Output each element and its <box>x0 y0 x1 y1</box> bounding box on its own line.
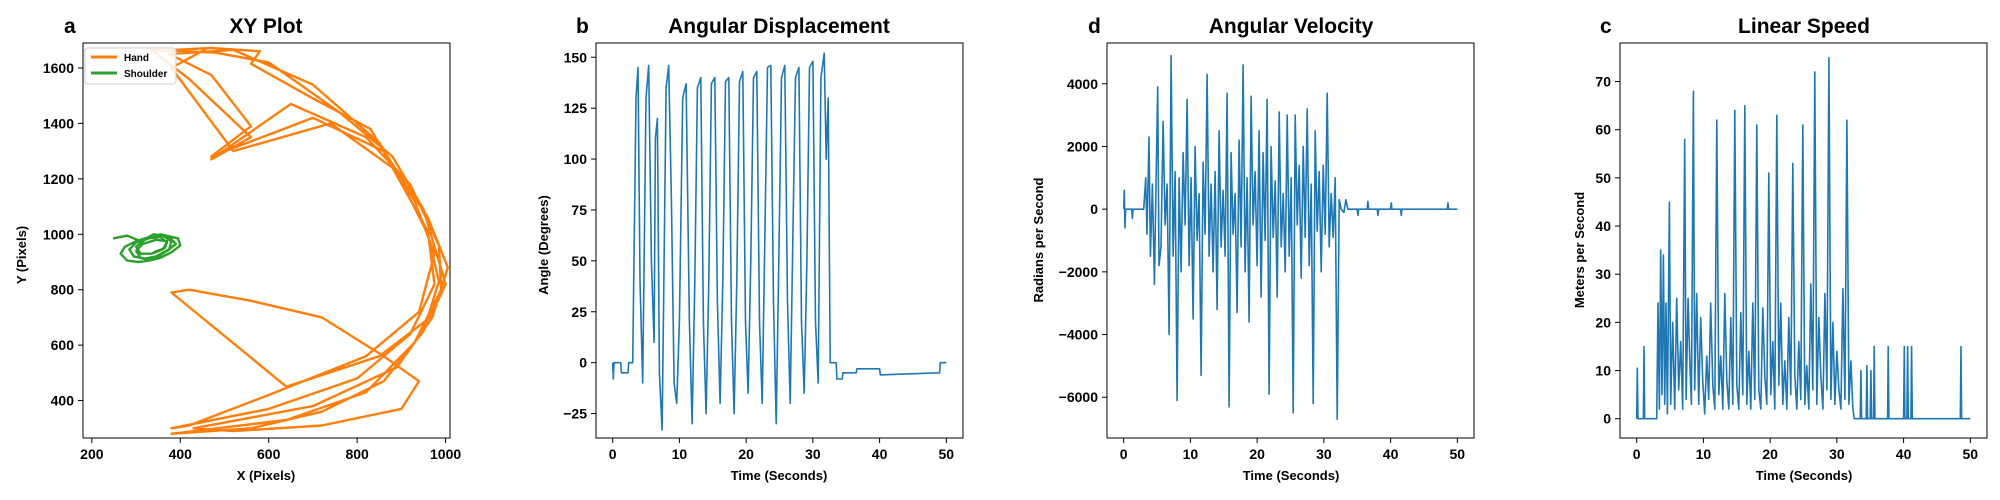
angular-velocity-series-line <box>1122 54 1458 420</box>
y-tick-label: −4000 <box>1059 327 1099 343</box>
y-tick-label: 10 <box>1595 363 1611 379</box>
x-tick-label: 20 <box>738 446 754 462</box>
x-tick-label: 50 <box>1963 446 1979 462</box>
y-tick-label: −2000 <box>1059 264 1099 280</box>
xy-plot-ylabel: Y (Pixels) <box>14 226 29 284</box>
panel-label-c: c <box>1600 15 1612 38</box>
vel-plot-area: 0 10 20 30 40 50 −6000 −4000 −2000 0 2000 4000 <box>1059 42 1475 462</box>
y-tick-label: 1200 <box>43 171 74 187</box>
angular-velocity-panel: d Angular Velocity Time (Seconds) Radian… <box>1031 15 1475 483</box>
y-tick-label: 1400 <box>43 115 74 131</box>
y-tick-label: 800 <box>51 282 75 298</box>
y-tick-label: 30 <box>1595 266 1611 282</box>
y-tick-label: 50 <box>1595 170 1611 186</box>
y-tick-label: 20 <box>1595 314 1611 330</box>
y-tick-label: 600 <box>51 337 75 353</box>
y-tick-label: 1000 <box>43 226 74 242</box>
xy-axes-frame <box>82 42 451 439</box>
panel-label-d: d <box>1088 15 1101 38</box>
x-tick-label: 50 <box>939 446 955 462</box>
xy-plot-area: 200 400 600 800 1000 400 600 800 1000 1200 1400 160… <box>43 42 461 462</box>
angular-velocity-xlabel: Time (Seconds) <box>1243 468 1340 483</box>
x-tick-label: 0 <box>609 446 617 462</box>
disp-series-group <box>611 52 947 431</box>
y-tick-label: 150 <box>564 49 588 65</box>
x-tick-label: 30 <box>1829 446 1845 462</box>
panel-label-b: b <box>576 15 589 38</box>
y-tick-label: 75 <box>571 202 587 218</box>
speed-plot-area: 0 10 20 30 40 50 0 10 20 30 40 50 60 70 <box>1595 42 1988 462</box>
x-tick-label: 20 <box>1762 446 1778 462</box>
angular-displacement-panel: b Angular Displacement Time (Seconds) An… <box>536 15 964 483</box>
x-tick-label: 400 <box>169 446 193 462</box>
disp-plot-area: 0 10 20 30 40 50 −25 0 25 50 75 100 125 150 <box>563 42 964 462</box>
y-tick-label: 25 <box>571 304 587 320</box>
speed-axes-frame <box>1619 42 1988 439</box>
linear-speed-panel: c Linear Speed Time (Seconds) Meters per… <box>1572 15 1988 483</box>
x-tick-label: 10 <box>1696 446 1712 462</box>
y-tick-label: 4000 <box>1067 76 1098 92</box>
y-tick-label: 1600 <box>43 60 74 76</box>
linear-speed-series-line <box>1635 56 1971 420</box>
x-tick-label: 600 <box>257 446 281 462</box>
y-tick-label: 0 <box>1090 201 1098 217</box>
x-tick-label: 0 <box>1120 446 1128 462</box>
xy-plot-legend: Hand Shoulder <box>84 47 177 85</box>
x-tick-label: 30 <box>805 446 821 462</box>
y-tick-label: −6000 <box>1059 389 1099 405</box>
y-tick-label: 125 <box>564 100 588 116</box>
vel-axes-frame <box>1106 42 1475 439</box>
x-tick-label: 0 <box>1633 446 1641 462</box>
disp-axes-frame <box>595 42 964 439</box>
x-tick-label: 1000 <box>430 446 461 462</box>
legend-shoulder-label: Shoulder <box>124 69 167 80</box>
y-tick-label: −25 <box>563 406 587 422</box>
x-tick-label: 800 <box>345 446 369 462</box>
x-tick-label: 50 <box>1450 446 1466 462</box>
speed-series-group <box>1635 56 1971 420</box>
x-tick-label: 40 <box>872 446 888 462</box>
y-tick-label: 400 <box>51 393 75 409</box>
y-tick-label: 70 <box>1595 74 1611 90</box>
y-tick-label: 60 <box>1595 122 1611 138</box>
angular-velocity-title: Angular Velocity <box>1209 15 1374 38</box>
y-tick-label: 2000 <box>1067 138 1098 154</box>
legend-hand-label: Hand <box>124 53 149 64</box>
y-tick-label: 0 <box>1603 411 1611 427</box>
xy-plot-panel: a XY Plot X (Pixels) Y (Pixels) 200 400 60… <box>14 15 461 483</box>
y-tick-label: 0 <box>579 355 587 371</box>
linear-speed-ylabel: Meters per Second <box>1572 192 1587 308</box>
y-tick-label: 50 <box>571 253 587 269</box>
xy-series-group <box>112 46 449 435</box>
xy-plot-title: XY Plot <box>229 15 302 38</box>
angular-displacement-xlabel: Time (Seconds) <box>731 468 828 483</box>
angular-displacement-title: Angular Displacement <box>668 15 890 38</box>
vel-series-group <box>1122 54 1458 420</box>
angular-displacement-ylabel: Angle (Degrees) <box>536 195 551 295</box>
hand-series-line <box>150 46 449 435</box>
xy-plot-xlabel: X (Pixels) <box>237 468 296 483</box>
x-tick-label: 200 <box>80 446 104 462</box>
linear-speed-xlabel: Time (Seconds) <box>1756 468 1853 483</box>
angular-velocity-ylabel: Radians per Second <box>1031 177 1046 302</box>
angular-displacement-series-line <box>611 52 947 431</box>
x-tick-label: 40 <box>1896 446 1912 462</box>
x-tick-label: 10 <box>1183 446 1199 462</box>
x-tick-label: 20 <box>1249 446 1265 462</box>
shoulder-series-line <box>112 233 182 264</box>
linear-speed-title: Linear Speed <box>1738 15 1870 38</box>
y-tick-label: 40 <box>1595 218 1611 234</box>
x-tick-label: 40 <box>1383 446 1399 462</box>
x-tick-label: 30 <box>1316 446 1332 462</box>
x-tick-label: 10 <box>672 446 688 462</box>
y-tick-label: 100 <box>564 151 588 167</box>
panel-label-a: a <box>64 15 76 38</box>
